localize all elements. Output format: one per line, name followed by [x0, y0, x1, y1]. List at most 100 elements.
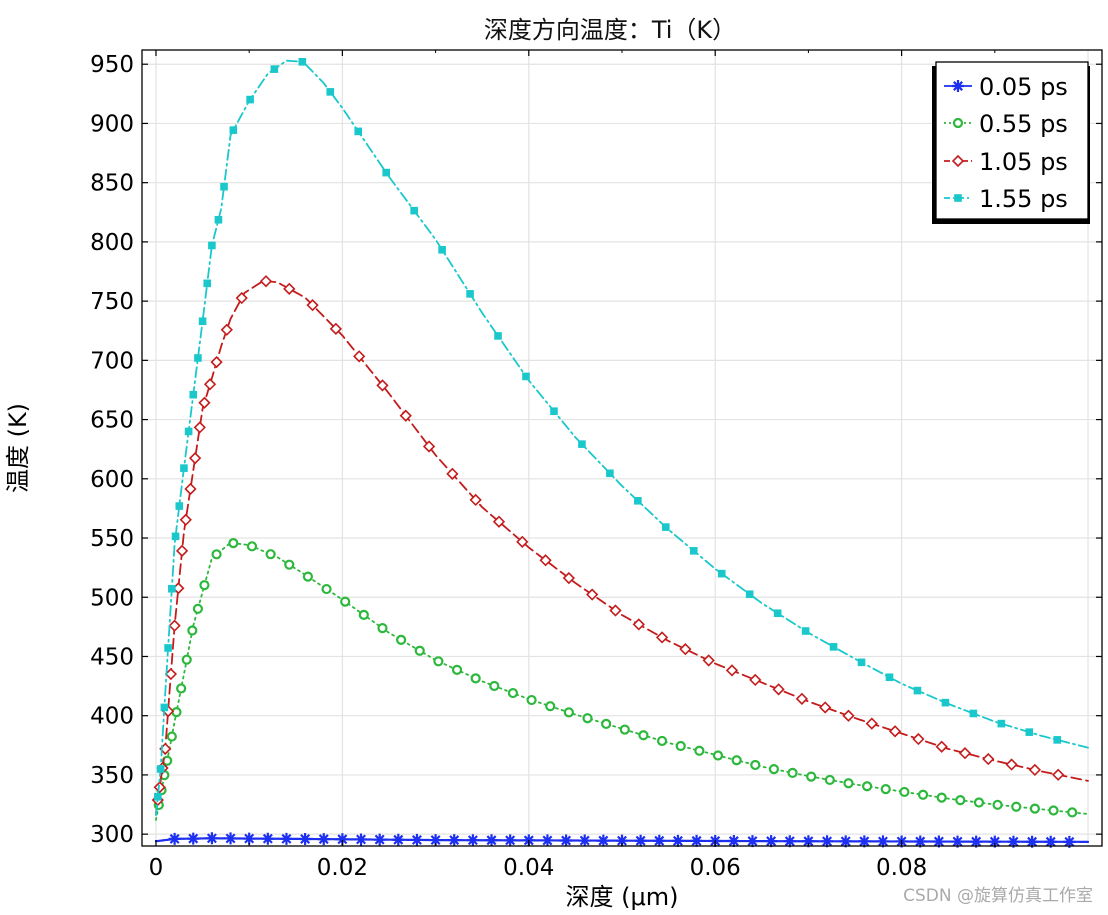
data-point-marker [606, 469, 614, 478]
data-point-marker [839, 835, 852, 848]
data-point-marker [399, 409, 412, 422]
data-point-marker [876, 835, 889, 848]
data-point-marker [679, 643, 692, 656]
data-point-marker [935, 740, 948, 753]
data-point-marker [321, 583, 332, 595]
data-point-marker [354, 127, 363, 136]
data-point-marker [494, 332, 502, 340]
data-point-marker [265, 549, 276, 560]
data-point-marker [857, 658, 866, 667]
data-point-marker [160, 703, 169, 712]
data-point-marker [261, 832, 274, 845]
data-point-marker [955, 795, 966, 806]
data-point-marker [819, 701, 832, 714]
y-tick-label: 750 [90, 289, 134, 315]
data-point-marker [306, 299, 319, 312]
data-point-marker [466, 290, 474, 298]
data-point-marker [702, 654, 715, 667]
data-point-marker [638, 730, 649, 741]
data-point-marker [541, 834, 554, 847]
data-point-marker [578, 440, 586, 448]
data-point-marker [880, 783, 891, 795]
data-point-marker [414, 645, 425, 656]
x-tick-label: 0 [149, 855, 164, 881]
data-point-marker [1028, 763, 1042, 777]
data-point-marker [181, 654, 192, 665]
data-point-marker [997, 719, 1006, 728]
data-point-marker [970, 835, 983, 848]
data-point-marker [175, 502, 184, 510]
data-point-marker [746, 835, 759, 848]
data-series [151, 57, 1090, 848]
y-tick-label: 400 [90, 704, 134, 730]
data-point-marker [712, 750, 724, 761]
data-point-marker [198, 396, 211, 409]
data-point-marker [220, 182, 228, 191]
data-point-marker [156, 765, 165, 773]
data-point-marker [694, 745, 705, 756]
data-point-marker [410, 206, 418, 215]
x-tick-label: 0.06 [690, 855, 741, 881]
y-tick-label: 450 [90, 644, 134, 670]
data-point-marker [992, 799, 1003, 810]
data-point-marker [392, 833, 405, 846]
data-point-marker [168, 619, 181, 632]
data-point-marker [597, 834, 610, 847]
data-point-marker [563, 707, 574, 718]
data-point-marker [1007, 835, 1020, 848]
data-point-marker [208, 241, 216, 250]
data-point-marker [1005, 758, 1018, 771]
data-point-marker [336, 833, 349, 846]
series-0-55-ps [153, 538, 1089, 821]
data-point-marker [489, 680, 500, 692]
data-point-marker [727, 835, 740, 848]
data-point-marker [214, 215, 223, 224]
data-point-marker [675, 740, 686, 752]
data-point-marker [377, 623, 388, 634]
data-point-marker [166, 731, 177, 742]
data-point-marker [634, 497, 642, 505]
data-point-marker [1026, 835, 1039, 848]
series-line [155, 59, 1089, 817]
data-point-marker [382, 168, 390, 177]
data-point-marker [655, 631, 669, 644]
chart-title: 深度方向温度：Ti（K） [484, 16, 736, 44]
data-point-marker [717, 569, 726, 578]
series-0-05-ps [154, 832, 1090, 848]
legend-label: 0.05 ps [979, 73, 1068, 101]
data-point-marker [358, 609, 369, 620]
data-point-marker [376, 379, 389, 392]
data-point-marker [885, 673, 894, 682]
legend-marker [954, 194, 962, 202]
data-point-marker [1025, 728, 1034, 736]
data-point-marker [689, 547, 698, 555]
data-point-marker [340, 596, 351, 607]
data-point-marker [192, 603, 204, 614]
data-point-marker [469, 493, 482, 507]
data-point-marker [211, 549, 222, 560]
data-point-marker [224, 832, 237, 845]
data-point-marker [492, 515, 506, 528]
data-point-marker [284, 559, 295, 570]
data-point-marker [787, 767, 798, 778]
data-point-marker [317, 833, 330, 846]
data-point-marker [164, 644, 172, 652]
data-point-marker [246, 95, 254, 104]
data-point-marker [429, 834, 442, 847]
data-point-marker [353, 350, 366, 363]
data-point-marker [539, 554, 552, 567]
data-point-marker [609, 604, 622, 617]
data-point-marker [865, 717, 878, 730]
data-point-marker [634, 834, 647, 847]
data-point-marker [783, 835, 796, 848]
data-point-marker [184, 482, 197, 496]
y-tick-label: 700 [90, 348, 134, 374]
data-point-marker [302, 571, 314, 582]
data-point-marker [550, 407, 558, 415]
data-point-marker [772, 683, 785, 696]
data-point-marker [601, 718, 612, 729]
data-point-marker [1011, 801, 1022, 812]
y-axis-title: 温度 (K) [4, 403, 32, 493]
data-point-marker [438, 246, 446, 254]
